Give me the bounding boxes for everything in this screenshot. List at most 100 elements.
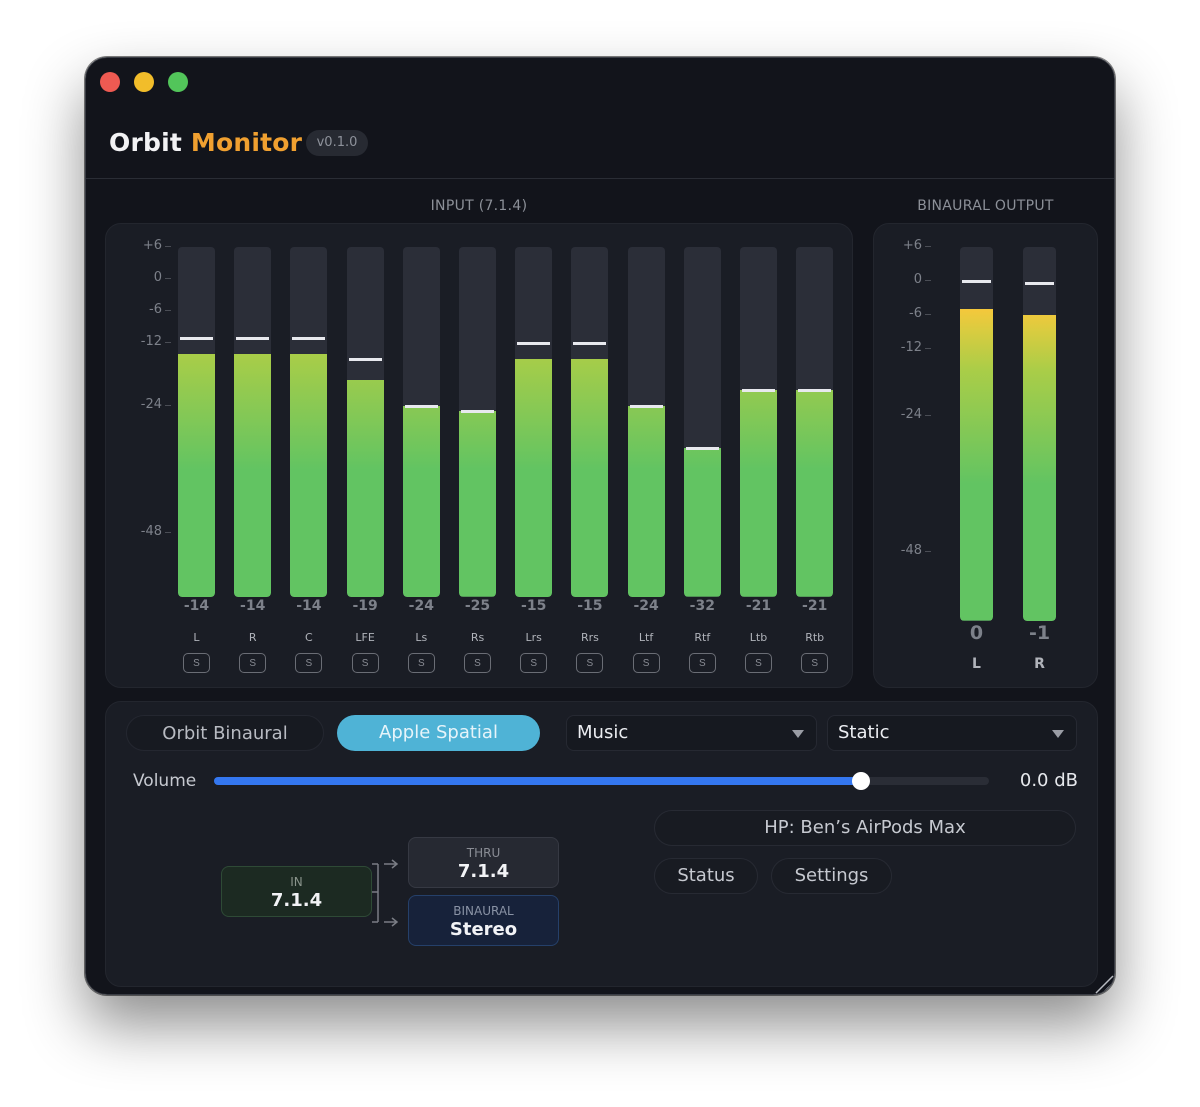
close-window-button[interactable]: [100, 72, 120, 92]
channel-name-label: Ls: [415, 631, 428, 644]
channel-name-label: Rtf: [694, 631, 711, 644]
settings-button[interactable]: Settings: [771, 858, 892, 894]
peak-hold-marker: [461, 410, 494, 414]
output-channel-label: L: [972, 656, 981, 672]
solo-button-ltb[interactable]: S: [745, 653, 772, 673]
chevron-down-icon: [1052, 730, 1064, 738]
input-meter-rtb: [796, 247, 834, 597]
input-meter-ltf: [627, 247, 665, 597]
input-scale-tick: 0: [118, 270, 171, 285]
solo-button-ls[interactable]: S: [407, 653, 435, 673]
input-meter-rrs: [571, 247, 609, 597]
input-meter-lrs: [515, 247, 553, 597]
output-scale-tick: -6: [878, 306, 931, 321]
routing-thru-box: THRU 7.1.4: [408, 837, 559, 888]
channel-name-label: Ltb: [749, 631, 768, 644]
renderer-apple-spatial-label: Apple Spatial: [379, 722, 498, 743]
peak-hold-marker: [742, 389, 775, 393]
status-button-label: Status: [677, 865, 735, 886]
routing-in-label: IN: [290, 875, 303, 889]
peak-hold-marker: [404, 405, 438, 408]
zoom-window-button[interactable]: [168, 72, 188, 92]
input-scale-tick: -24: [118, 397, 171, 412]
meter-level-fill: [683, 448, 721, 597]
head-tracking-dropdown[interactable]: Static: [827, 715, 1077, 751]
peak-hold-marker: [236, 336, 270, 340]
channel-name-label: L: [193, 631, 200, 644]
solo-button-rs[interactable]: S: [464, 653, 491, 673]
routing-binaural-box: BINAURAL Stereo: [408, 895, 559, 946]
solo-button-ltf[interactable]: S: [632, 653, 660, 673]
routing-thru-label: THRU: [466, 846, 501, 860]
channel-level-value: -24: [408, 598, 434, 614]
app-title-accent: Monitor: [190, 128, 303, 157]
peak-hold-marker: [573, 342, 607, 345]
meter-level-fill: [796, 390, 834, 597]
channel-name-label: Rrs: [580, 631, 599, 644]
solo-button-l[interactable]: S: [183, 653, 210, 673]
solo-button-lfe[interactable]: S: [351, 653, 379, 673]
solo-button-rrs[interactable]: S: [576, 653, 604, 673]
renderer-apple-spatial-button[interactable]: Apple Spatial: [337, 715, 540, 751]
input-meter-c: [290, 247, 328, 597]
volume-slider[interactable]: [214, 772, 989, 790]
input-section-label: INPUT (7.1.4): [430, 198, 528, 214]
volume-label: Volume: [133, 771, 197, 791]
chevron-down-icon: [792, 730, 804, 738]
routing-in-value: 7.1.4: [270, 890, 323, 911]
solo-button-rtf[interactable]: S: [688, 653, 716, 673]
routing-in-box: IN 7.1.4: [221, 866, 372, 917]
minimize-window-button[interactable]: [134, 72, 154, 92]
content-type-dropdown[interactable]: Music: [566, 715, 817, 751]
routing-thru-value: 7.1.4: [457, 861, 510, 882]
status-button[interactable]: Status: [654, 858, 758, 894]
channel-level-value: -14: [183, 598, 210, 614]
output-scale-tick: -24: [878, 407, 931, 422]
input-meter-rtf: [683, 247, 721, 597]
solo-button-c[interactable]: S: [295, 653, 323, 673]
channel-name-label: Rs: [470, 631, 485, 644]
channel-name-label: C: [305, 631, 313, 644]
settings-button-label: Settings: [794, 865, 869, 886]
solo-button-rtb[interactable]: S: [801, 653, 829, 673]
channel-name-label: Lrs: [525, 631, 542, 644]
input-meter-rs: [459, 247, 496, 597]
peak-hold-marker: [180, 336, 213, 340]
renderer-orbit-binaural-button[interactable]: Orbit Binaural: [126, 715, 324, 751]
output-section-label: BINAURAL OUTPUT: [917, 198, 1054, 214]
channel-level-value: -15: [521, 598, 547, 614]
meter-level-fill: [571, 358, 609, 597]
app-window: Orbit Monitor v0.1.0 INPUT (7.1.4) BINAU…: [85, 57, 1115, 995]
peak-hold-marker: [292, 336, 326, 340]
output-scale-tick: +6: [878, 238, 931, 253]
channel-name-label: Rtb: [805, 631, 825, 644]
input-scale-tick: -6: [118, 302, 171, 317]
peak-hold-marker: [1025, 282, 1054, 286]
resize-grip-icon[interactable]: [1088, 968, 1114, 994]
channel-level-value: -14: [240, 598, 266, 614]
meter-level-fill: [740, 390, 777, 597]
output-level-value: 0: [969, 622, 984, 644]
channel-name-label: Ltf: [638, 631, 654, 644]
peak-hold-marker: [629, 405, 663, 408]
meter-level-fill: [178, 353, 215, 597]
content-type-value: Music: [577, 722, 629, 743]
channel-level-value: -14: [296, 598, 322, 614]
peak-hold-marker: [517, 342, 551, 345]
output-scale-tick: 0: [878, 272, 931, 287]
output-scale-tick: -12: [878, 340, 931, 355]
head-tracking-value: Static: [838, 722, 890, 743]
headphone-device-button[interactable]: HP: Ben’s AirPods Max: [654, 810, 1076, 846]
channel-level-value: -32: [689, 598, 715, 614]
channel-level-value: -21: [802, 598, 828, 614]
output-meter-panel: +6 0 -6 -12 -24 -48 0 L -1 R: [873, 223, 1098, 688]
volume-slider-thumb[interactable]: [852, 772, 871, 790]
solo-button-r[interactable]: S: [239, 653, 267, 673]
input-scale-tick: +6: [118, 238, 171, 253]
channel-name-label: R: [248, 631, 257, 644]
input-meter-l: [178, 247, 215, 597]
solo-button-lrs[interactable]: S: [520, 653, 548, 673]
input-meter-ls: [402, 247, 440, 597]
renderer-orbit-binaural-label: Orbit Binaural: [162, 723, 288, 744]
channel-level-value: -24: [633, 598, 659, 614]
